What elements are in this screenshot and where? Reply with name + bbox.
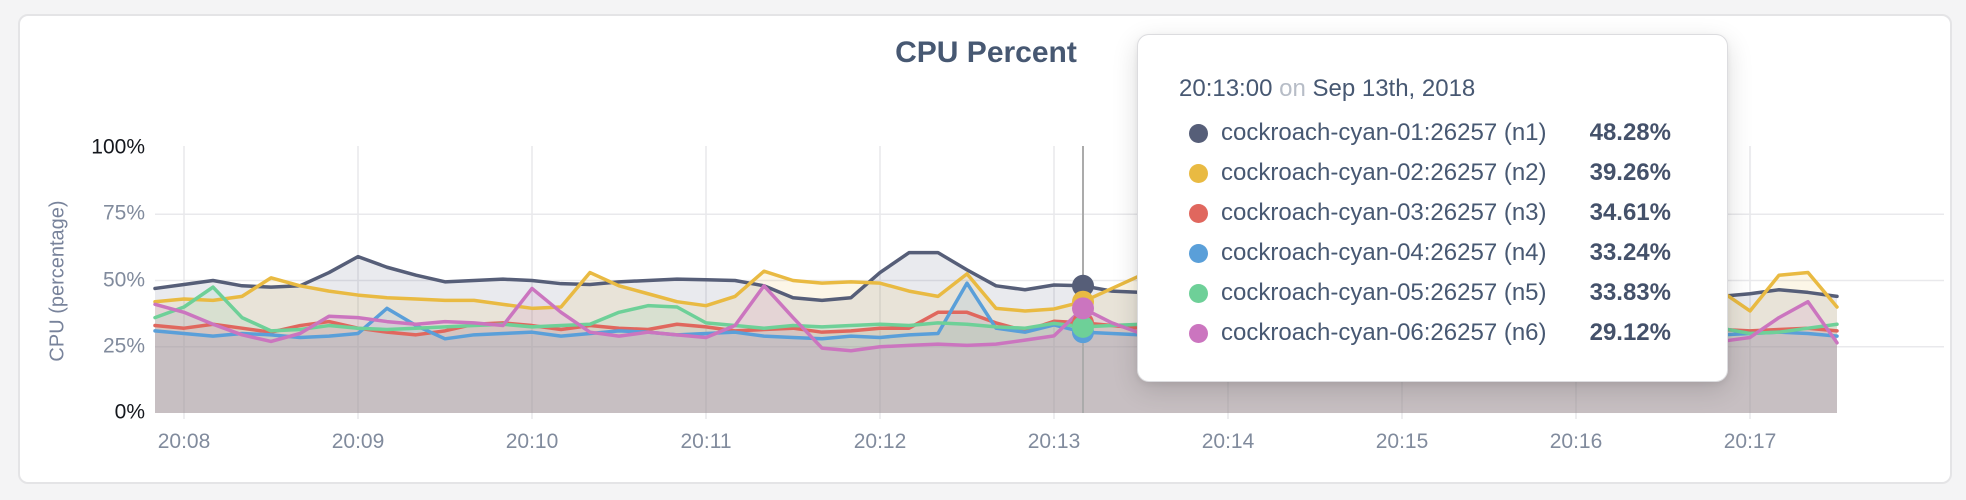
- series-color-dot: [1189, 283, 1208, 303]
- series-label: cockroach-cyan-04:26257 (n4): [1221, 239, 1547, 266]
- series-value: 29.12%: [1589, 319, 1671, 346]
- hover-point-dot: [1072, 297, 1094, 320]
- series-color-dot: [1189, 123, 1208, 143]
- tooltip-date: Sep 13th, 2018: [1312, 75, 1476, 102]
- tooltip-series-row: cockroach-cyan-01:26257 (n1) 48.28%: [1189, 113, 1671, 153]
- series-label: cockroach-cyan-06:26257 (n6): [1221, 319, 1547, 346]
- chart-title: CPU Percent: [895, 36, 1077, 69]
- tooltip-rows: cockroach-cyan-01:26257 (n1) 48.28% cock…: [1179, 113, 1671, 353]
- series-label: cockroach-cyan-02:26257 (n2): [1221, 159, 1547, 186]
- series-label: cockroach-cyan-03:26257 (n3): [1221, 199, 1547, 226]
- hover-point-dot: [1072, 274, 1094, 297]
- series-color-dot: [1189, 243, 1208, 263]
- tooltip-time: 20:13:00: [1179, 75, 1273, 102]
- tooltip-series-row: cockroach-cyan-04:26257 (n4) 33.24%: [1189, 233, 1671, 273]
- tooltip-conjunction: on: [1279, 75, 1306, 102]
- series-color-dot: [1189, 323, 1208, 343]
- hover-point-dot: [1072, 315, 1094, 338]
- series-value: 33.24%: [1589, 239, 1671, 266]
- tooltip-series-row: cockroach-cyan-03:26257 (n3) 34.61%: [1189, 193, 1671, 233]
- series-color-dot: [1189, 163, 1208, 183]
- series-value: 39.26%: [1589, 159, 1671, 186]
- tooltip-series-row: cockroach-cyan-06:26257 (n6) 29.12%: [1189, 313, 1671, 353]
- series-color-dot: [1189, 203, 1208, 223]
- series-label: cockroach-cyan-05:26257 (n5): [1221, 279, 1547, 306]
- series-value: 48.28%: [1589, 119, 1671, 146]
- hover-tooltip: 20:13:00 on Sep 13th, 2018 cockroach-cya…: [1137, 34, 1728, 382]
- series-value: 33.83%: [1589, 279, 1671, 306]
- tooltip-series-row: cockroach-cyan-02:26257 (n2) 39.26%: [1189, 153, 1671, 193]
- tooltip-title: 20:13:00 on Sep 13th, 2018: [1179, 75, 1671, 103]
- tooltip-series-row: cockroach-cyan-05:26257 (n5) 33.83%: [1189, 273, 1671, 313]
- series-value: 34.61%: [1589, 199, 1671, 226]
- series-label: cockroach-cyan-01:26257 (n1): [1221, 119, 1547, 146]
- y-axis-label: CPU (percentage): [46, 200, 69, 362]
